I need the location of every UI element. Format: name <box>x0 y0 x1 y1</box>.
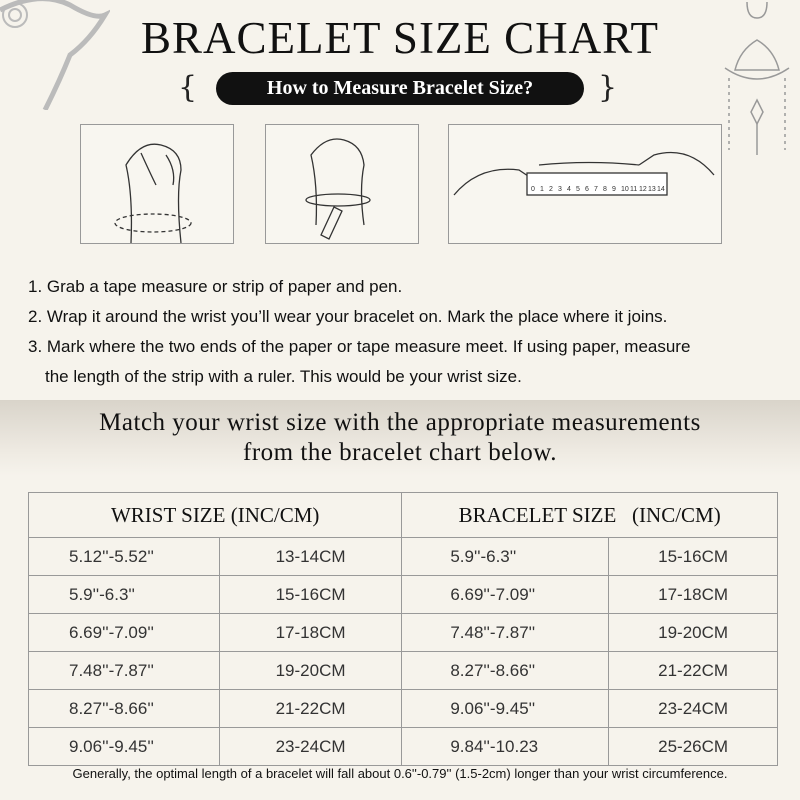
ruler-label: 11 <box>630 186 637 193</box>
wrist-inches-cell: 7.48''-7.87'' <box>28 651 220 690</box>
ruler-label: 6 <box>585 186 589 193</box>
bracelet-inches-cell: 9.06''-9.45'' <box>401 689 610 728</box>
instructions: 1. Grab a tape measure or strip of paper… <box>28 272 690 392</box>
bracelet-cm-cell: 17-18CM <box>608 575 778 614</box>
wrist-cm-cell: 19-20CM <box>218 651 403 690</box>
ruler-label: 12 <box>639 186 647 193</box>
ruler-label: 0 <box>531 186 535 193</box>
bracelet-cm-cell: 23-24CM <box>608 689 778 728</box>
ruler-label: 14 <box>657 186 665 193</box>
illustration-ruler: 0 1 2 3 4 5 6 7 8 9 10 11 12 13 14 <box>448 124 722 244</box>
wrist-cm-cell: 15-16CM <box>218 575 403 614</box>
bracelet-inches-cell: 9.84''-10.23 <box>401 727 610 766</box>
ruler-label: 4 <box>567 186 571 193</box>
match-banner: Match your wrist size with the appropria… <box>0 400 800 476</box>
bracelet-cm-cell: 25-26CM <box>608 727 778 766</box>
size-table: WRIST SIZE (INC/CM) BRACELET SIZE (INC/C… <box>27 492 778 766</box>
table-row: 7.48''-7.87'' 19-20CM 8.27''-8.66'' 21-22CM <box>28 651 778 690</box>
ruler-label: 9 <box>612 186 616 193</box>
table-row: 5.9''-6.3'' 15-16CM 6.69''-7.09'' 17-18CM <box>28 575 778 614</box>
header-wrist-size: WRIST SIZE (INC/CM) <box>27 492 403 538</box>
wrist-inches-cell: 8.27''-8.66'' <box>28 689 220 728</box>
table-row: 6.69''-7.09'' 17-18CM 7.48''-7.87'' 19-20CM <box>28 613 778 652</box>
lotus-moon-decoration-icon <box>724 1 790 155</box>
ruler-label: 10 <box>621 186 629 193</box>
wrist-cm-cell: 23-24CM <box>218 727 403 766</box>
step-2: 2. Wrap it around the wrist you’ll wear … <box>28 307 668 326</box>
ruler-label: 7 <box>594 186 598 193</box>
hands-ruler-icon: 0 1 2 3 4 5 6 7 8 9 10 11 12 13 14 <box>453 151 715 196</box>
banner-line-1: Match your wrist size with the appropria… <box>99 409 701 436</box>
bracelet-inches-cell: 8.27''-8.66'' <box>401 651 610 690</box>
wrist-inches-cell: 9.06''-9.45'' <box>28 727 220 766</box>
bracelet-cm-cell: 21-22CM <box>608 651 778 690</box>
bracelet-cm-cell: 15-16CM <box>608 537 778 576</box>
step-3: 3. Mark where the two ends of the paper … <box>28 337 691 356</box>
ruler-label: 13 <box>648 186 656 193</box>
hand-pen-icon <box>305 138 371 240</box>
wrist-inches-cell: 5.12''-5.52'' <box>28 537 220 576</box>
bracelet-inches-cell: 7.48''-7.87'' <box>401 613 610 652</box>
wrist-inches-cell: 5.9''-6.3'' <box>28 575 220 614</box>
ruler-label: 1 <box>540 186 544 193</box>
step-3-continued: the length of the strip with a ruler. Th… <box>45 367 522 386</box>
illustration-mark-pen <box>265 124 419 244</box>
ruler-label: 2 <box>549 186 553 193</box>
hand-wrap-icon <box>114 143 192 244</box>
table-row: 5.12''-5.52'' 13-14CM 5.9''-6.3'' 15-16CM <box>28 537 778 576</box>
bracelet-inches-cell: 5.9''-6.3'' <box>401 537 610 576</box>
wrist-cm-cell: 13-14CM <box>218 537 403 576</box>
table-row: 8.27''-8.66'' 21-22CM 9.06''-9.45'' 23-24CM <box>28 689 778 728</box>
wrist-cm-cell: 21-22CM <box>218 689 403 728</box>
illustration-wrist-wrap <box>80 124 234 244</box>
banner-line-2: from the bracelet chart below. <box>243 439 557 466</box>
wrist-cm-cell: 17-18CM <box>218 613 403 652</box>
mandala-decoration-icon <box>0 0 110 110</box>
bracelet-cm-cell: 19-20CM <box>608 613 778 652</box>
header-bracelet-size: BRACELET SIZE (INC/CM) <box>401 492 778 538</box>
ruler-label: 5 <box>576 186 580 193</box>
swirl-left-icon: { <box>178 70 198 105</box>
ruler-label: 3 <box>558 186 562 193</box>
bracelet-inches-cell: 6.69''-7.09'' <box>401 575 610 614</box>
ruler-label: 8 <box>603 186 607 193</box>
wrist-inches-cell: 6.69''-7.09'' <box>28 613 220 652</box>
step-1: 1. Grab a tape measure or strip of paper… <box>28 277 403 296</box>
footer-note: Generally, the optimal length of a brace… <box>72 766 728 781</box>
subtitle-pill: How to Measure Bracelet Size? <box>216 72 584 105</box>
swirl-right-icon: } <box>598 70 618 105</box>
table-row: 9.06''-9.45'' 23-24CM 9.84''-10.23 25-26CM <box>28 727 778 766</box>
page-title: BRACELET SIZE CHART <box>141 13 659 63</box>
